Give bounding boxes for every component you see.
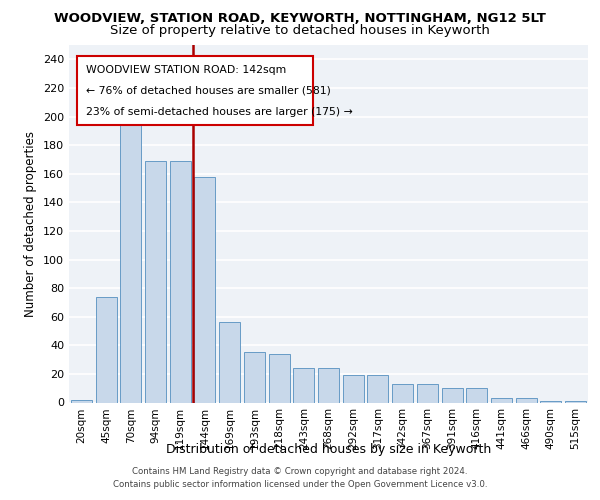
Bar	[318, 368, 339, 402]
Bar	[392, 384, 413, 402]
Bar	[293, 368, 314, 402]
Text: Size of property relative to detached houses in Keyworth: Size of property relative to detached ho…	[110, 24, 490, 37]
Bar	[442, 388, 463, 402]
Text: Distribution of detached houses by size in Keyworth: Distribution of detached houses by size …	[166, 442, 491, 456]
Bar	[343, 376, 364, 402]
Bar	[466, 388, 487, 402]
Text: WOODVIEW STATION ROAD: 142sqm: WOODVIEW STATION ROAD: 142sqm	[86, 64, 286, 74]
Y-axis label: Number of detached properties: Number of detached properties	[25, 130, 37, 317]
Bar	[95, 296, 116, 403]
Bar	[194, 176, 215, 402]
Bar	[219, 322, 240, 402]
Bar	[367, 376, 388, 402]
Text: ← 76% of detached houses are smaller (581): ← 76% of detached houses are smaller (58…	[86, 86, 331, 96]
Bar	[145, 161, 166, 402]
Bar	[491, 398, 512, 402]
Bar	[71, 400, 92, 402]
Bar	[120, 120, 141, 403]
Text: WOODVIEW, STATION ROAD, KEYWORTH, NOTTINGHAM, NG12 5LT: WOODVIEW, STATION ROAD, KEYWORTH, NOTTIN…	[54, 12, 546, 26]
Bar	[417, 384, 438, 402]
Text: Contains HM Land Registry data © Crown copyright and database right 2024.: Contains HM Land Registry data © Crown c…	[132, 467, 468, 476]
Text: Contains public sector information licensed under the Open Government Licence v3: Contains public sector information licen…	[113, 480, 487, 489]
FancyBboxPatch shape	[77, 56, 313, 126]
Text: 23% of semi-detached houses are larger (175) →: 23% of semi-detached houses are larger (…	[86, 107, 353, 117]
Bar	[565, 401, 586, 402]
Bar	[516, 398, 537, 402]
Bar	[541, 401, 562, 402]
Bar	[170, 161, 191, 402]
Bar	[244, 352, 265, 403]
Bar	[269, 354, 290, 403]
